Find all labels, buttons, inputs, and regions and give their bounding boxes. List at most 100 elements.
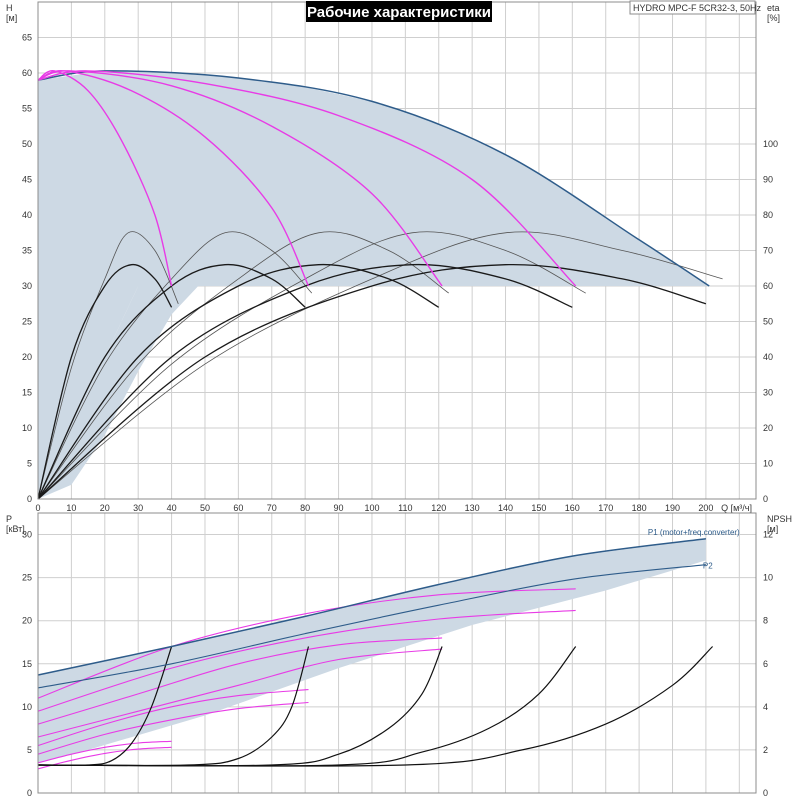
- head-y2-tick-label: 0: [763, 494, 768, 504]
- power-series-2: [37, 564, 706, 689]
- power-y-tick-label: 10: [22, 702, 32, 712]
- power-curve-3: [37, 637, 443, 725]
- power-curve-5: [37, 689, 309, 747]
- head-x-tick-label: 190: [665, 503, 680, 513]
- eta-min-curve-1: [37, 264, 173, 500]
- head-x-tick-label: 10: [66, 503, 76, 513]
- head-x-tick-label: 110: [398, 503, 412, 513]
- head-y-tick-label: 0: [27, 494, 32, 504]
- power-y2-tick-label: 6: [763, 659, 768, 669]
- head-y2-tick-label: 60: [763, 281, 773, 291]
- power-y-axis-label: P [кВт]: [6, 514, 25, 534]
- power-frame: [37, 512, 757, 794]
- head-x-tick-label: 90: [334, 503, 344, 513]
- head-x-axis-label: Q [м³/ч]: [721, 503, 752, 513]
- head-envelope-lower: [38, 286, 199, 499]
- head-x-tick-label: 200: [698, 503, 713, 513]
- head-curve-4: [37, 70, 310, 287]
- head-y-tick-label: 60: [22, 68, 32, 78]
- head-curve-5: [37, 70, 173, 287]
- head-curve-2: [37, 70, 577, 287]
- head-y2-tick-label: 30: [763, 388, 773, 398]
- head-x-tick-label: 130: [465, 503, 480, 513]
- power-curve-2: [37, 609, 576, 712]
- eta-min-curve-4: [37, 263, 573, 500]
- power-series-label-2: P2: [703, 562, 713, 571]
- head-y2-tick-label: 90: [763, 175, 773, 185]
- head-x-tick-label: 140: [498, 503, 513, 513]
- power-y-tick-label: 25: [22, 573, 32, 583]
- head-y-tick-label: 65: [22, 33, 32, 43]
- head-curve-3: [37, 70, 443, 287]
- chart-title-background: [306, 1, 492, 22]
- power-y-tick-label: 15: [22, 659, 32, 669]
- model-box: [629, 0, 756, 15]
- head-y-tick-label: 20: [22, 352, 32, 362]
- head-y-tick-label: 50: [22, 139, 32, 149]
- eta-full-curve-2: [37, 231, 313, 500]
- head-x-tick-label: 100: [364, 503, 379, 513]
- head-x-tick-label: 160: [565, 503, 580, 513]
- power-series-label-1: P1 (motor+freq.converter): [648, 528, 740, 537]
- power-y2-tick-label: 0: [763, 788, 768, 798]
- head-y-tick-label: 55: [22, 104, 32, 114]
- power-curve-4: [37, 648, 443, 738]
- head-y2-tick-label: 20: [763, 423, 773, 433]
- power-y-tick-label: 20: [22, 616, 32, 626]
- head-y-tick-label: 30: [22, 281, 32, 291]
- head-x-tick-label: 50: [200, 503, 210, 513]
- power-y2-tick-label: 8: [763, 616, 768, 626]
- head-y2-axis-label: eta [%]: [767, 3, 780, 23]
- head-x-tick-label: 180: [632, 503, 647, 513]
- head-x-tick-label: 120: [431, 503, 446, 513]
- head-y-tick-label: 25: [22, 317, 32, 327]
- head-x-tick-label: 80: [300, 503, 310, 513]
- head-x-tick-label: 60: [233, 503, 243, 513]
- head-y-tick-label: 40: [22, 210, 32, 220]
- head-y2-tick-label: 80: [763, 210, 773, 220]
- head-y2-tick-label: 70: [763, 246, 773, 256]
- eta-min-curve-3: [37, 263, 440, 500]
- power-y-tick-label: 5: [27, 745, 32, 755]
- power-y2-axis-label: NPSH [м]: [767, 514, 792, 534]
- power-y2-tick-label: 4: [763, 702, 768, 712]
- head-x-tick-label: 70: [267, 503, 277, 513]
- head-y2-tick-label: 50: [763, 317, 773, 327]
- head-x-tick-label: 0: [35, 503, 40, 513]
- power-y2-tick-label: 2: [763, 745, 768, 755]
- head-curve-1: [37, 70, 710, 287]
- head-x-tick-label: 150: [531, 503, 546, 513]
- head-y-tick-label: 45: [22, 175, 32, 185]
- power-curve-7: [37, 740, 172, 764]
- head-y-tick-label: 35: [22, 246, 32, 256]
- power-y2-tick-label: 10: [763, 573, 773, 583]
- head-y-tick-label: 10: [22, 423, 32, 433]
- head-y-tick-label: 15: [22, 388, 32, 398]
- power-y-tick-label: 0: [27, 788, 32, 798]
- eta-full-curve-1: [37, 231, 179, 500]
- head-y2-tick-label: 40: [763, 352, 773, 362]
- head-y-tick-label: 5: [27, 459, 32, 469]
- head-y2-tick-label: 10: [763, 459, 773, 469]
- head-x-tick-label: 20: [100, 503, 110, 513]
- power-curve-6: [37, 701, 309, 755]
- model-label: HYDRO MPC-F 5CR32-3, 50Hz: [633, 3, 762, 13]
- npsh-curve-5: [37, 646, 714, 767]
- chart-title: Рабочие характеристики: [307, 4, 491, 21]
- power-y2-tick-label: 12: [763, 530, 773, 540]
- eta-min-curve-2: [37, 264, 306, 500]
- head-y-axis-label: H [м]: [6, 3, 17, 23]
- power-y-tick-label: 30: [22, 530, 32, 540]
- head-x-tick-label: 170: [598, 503, 613, 513]
- head-x-tick-label: 30: [133, 503, 143, 513]
- power-operating-envelope: [38, 538, 706, 763]
- power-series-1: [37, 538, 706, 676]
- eta-full-curve-4: [37, 231, 586, 500]
- eta-min-curve-5: [37, 263, 707, 500]
- head-x-tick-label: 40: [167, 503, 177, 513]
- power-curve-8: [37, 746, 172, 770]
- head-y2-tick-label: 100: [763, 139, 778, 149]
- power-curve-1: [37, 588, 576, 699]
